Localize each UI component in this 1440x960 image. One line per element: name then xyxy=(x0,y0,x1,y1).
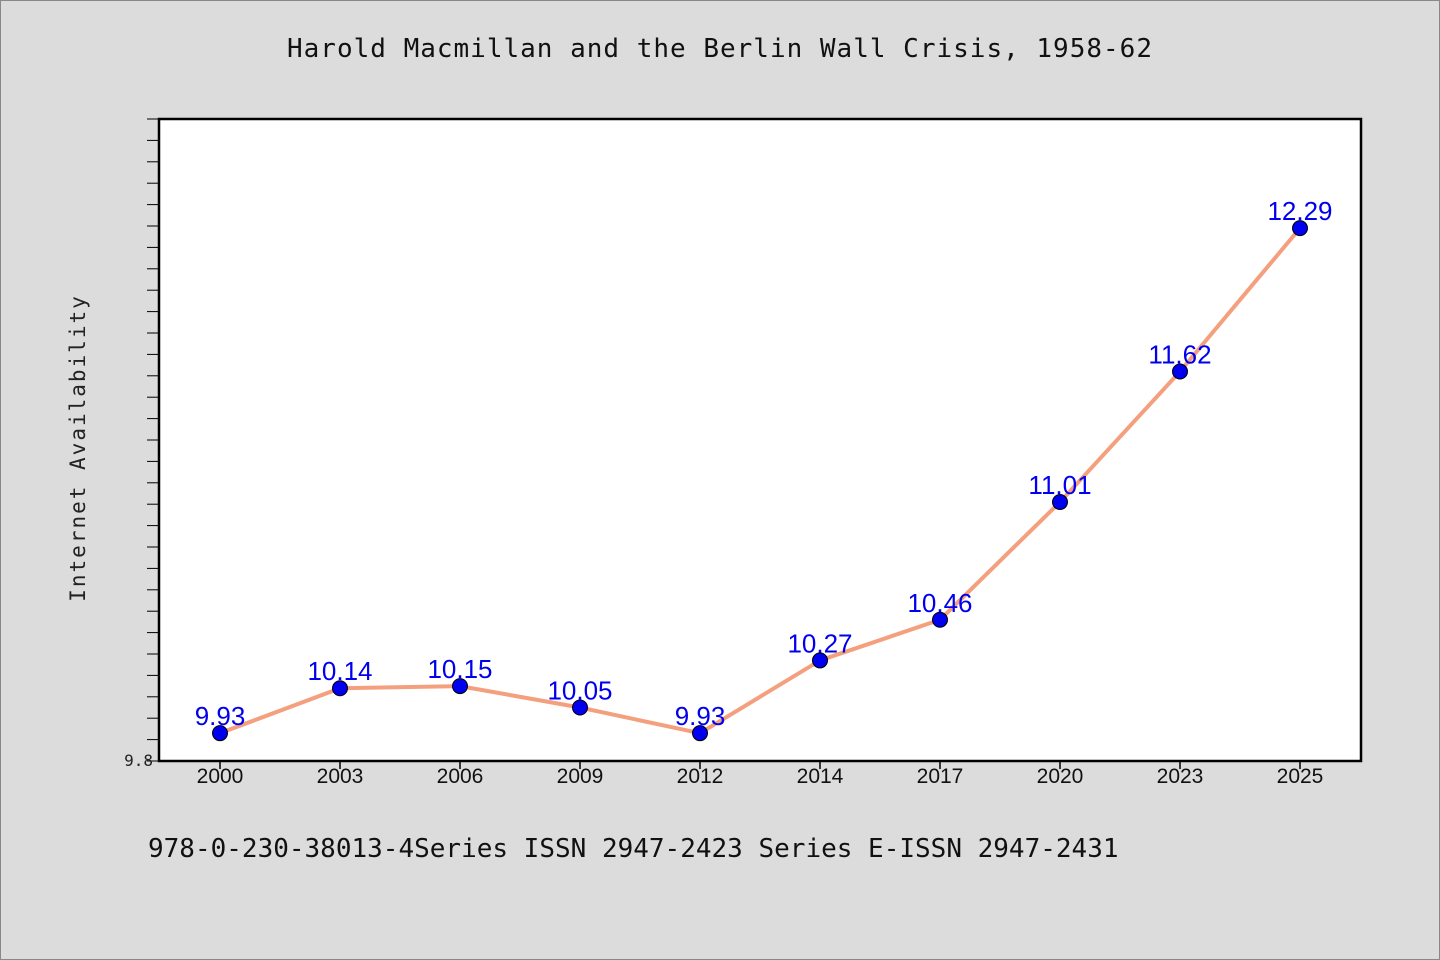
x-tick-label: 2012 xyxy=(677,765,724,788)
series-line xyxy=(219,226,1302,736)
x-tick-label: 2025 xyxy=(1277,765,1324,788)
data-label: 11.01 xyxy=(1028,470,1091,500)
data-point xyxy=(1292,220,1308,237)
data-label: 10.14 xyxy=(307,656,372,686)
x-tick-label: 2009 xyxy=(557,765,604,788)
y-tick-label: 9.8 xyxy=(124,751,153,770)
x-tick-label: 2014 xyxy=(797,765,844,788)
x-tick-label: 2023 xyxy=(1157,765,1204,788)
data-point xyxy=(812,652,828,669)
data-point xyxy=(1052,494,1068,511)
data-label: 11.62 xyxy=(1148,340,1211,370)
data-label: 12.29 xyxy=(1267,196,1332,226)
data-label: 10.05 xyxy=(547,676,612,706)
data-point xyxy=(932,611,948,628)
x-tick-label: 2020 xyxy=(1037,765,1084,788)
data-point xyxy=(572,699,588,716)
chart-title: Harold Macmillan and the Berlin Wall Cri… xyxy=(287,34,1153,64)
x-tick-label: 2006 xyxy=(437,765,484,788)
data-label: 10.15 xyxy=(427,654,492,684)
footer-isbn: 978-0-230-38013-4Series ISSN 2947-2423 S… xyxy=(148,834,1119,864)
x-tick-label: 2017 xyxy=(917,765,964,788)
x-tick-label: 2003 xyxy=(317,765,364,788)
x-tick-label: 2000 xyxy=(197,765,244,788)
data-label: 9.93 xyxy=(675,701,726,731)
plot-area xyxy=(157,117,1363,763)
data-point xyxy=(332,680,348,697)
data-point xyxy=(692,725,708,742)
data-point xyxy=(452,678,468,695)
data-label: 10.27 xyxy=(787,628,852,658)
data-point xyxy=(212,725,228,742)
data-label: 10.46 xyxy=(907,588,972,618)
data-label: 9.93 xyxy=(195,701,246,731)
data-point xyxy=(1172,363,1188,380)
